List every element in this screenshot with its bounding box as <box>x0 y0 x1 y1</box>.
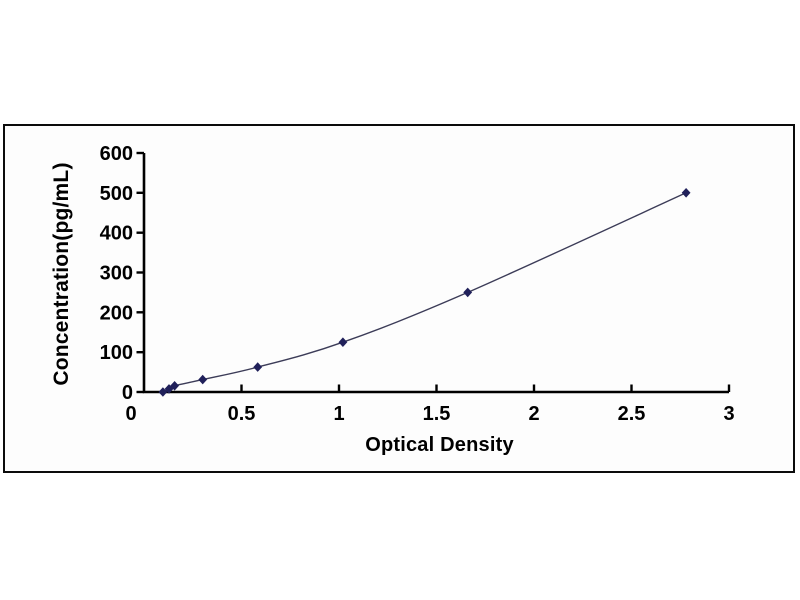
y-axis-title: Concentration(pg/mL) <box>50 162 73 386</box>
chart-frame <box>3 124 795 473</box>
x-axis-title: Optical Density <box>365 434 514 456</box>
